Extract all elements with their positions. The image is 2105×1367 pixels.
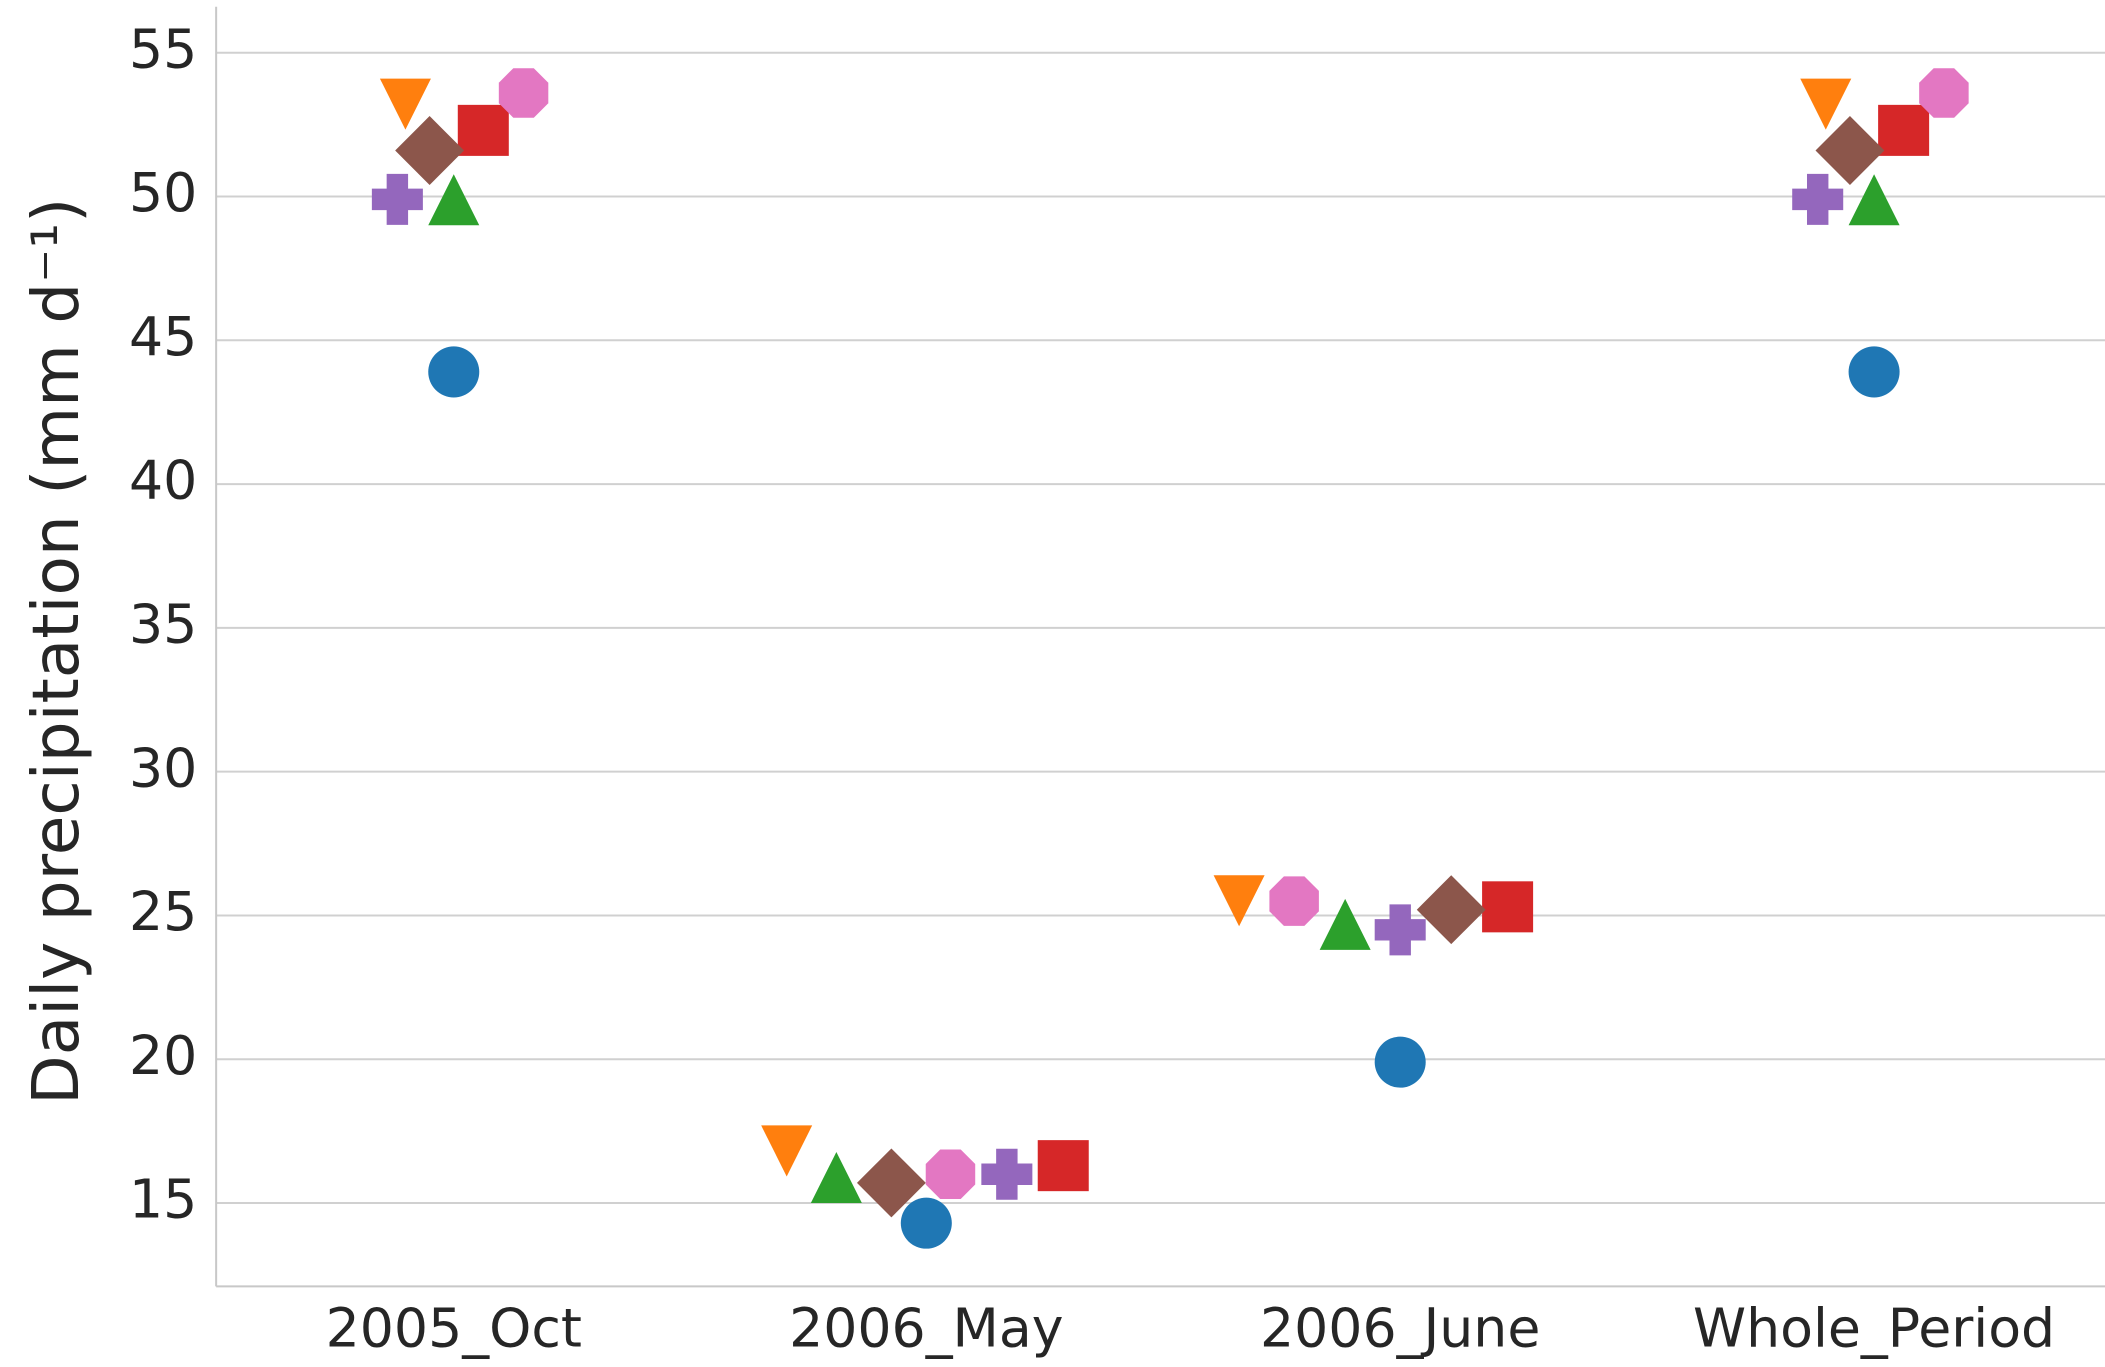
marker	[981, 1148, 1033, 1200]
y-tick-label: 35	[129, 593, 197, 656]
marker	[761, 1125, 813, 1177]
marker	[1800, 78, 1852, 130]
x-tick-label: Whole_Period	[1693, 1297, 2055, 1360]
marker	[1269, 876, 1319, 926]
marker	[810, 1151, 862, 1203]
marker	[1815, 116, 1885, 185]
y-tick-label: 30	[129, 736, 197, 799]
marker	[1213, 875, 1265, 927]
y-tick-label: 25	[129, 880, 197, 943]
x-tick-label: 2006_June	[1260, 1297, 1540, 1360]
marker	[1037, 1140, 1089, 1192]
marker	[498, 68, 549, 118]
marker	[428, 174, 480, 226]
marker	[428, 346, 480, 398]
marker	[1919, 68, 1969, 118]
y-tick-label: 20	[129, 1024, 197, 1087]
marker	[371, 173, 423, 225]
marker	[1482, 881, 1534, 933]
marker	[1374, 1036, 1426, 1088]
marker	[925, 1149, 976, 1200]
marker	[900, 1197, 952, 1249]
y-tick-label: 40	[129, 449, 197, 512]
y-tick-label: 50	[129, 161, 197, 224]
marker	[1878, 104, 1930, 156]
marker	[457, 104, 509, 156]
marker	[1848, 346, 1900, 398]
marker	[1792, 173, 1844, 225]
x-tick-label: 2005_Oct	[326, 1297, 582, 1360]
marker	[1319, 898, 1371, 950]
marker	[1848, 174, 1900, 226]
y-tick-label: 45	[129, 305, 197, 368]
marker	[379, 78, 431, 130]
y-tick-label: 55	[129, 17, 197, 80]
y-axis-label: Daily precipitation (mm d⁻¹)	[19, 198, 94, 1105]
y-tick-label: 15	[129, 1168, 197, 1231]
x-tick-label: 2006_May	[789, 1297, 1063, 1360]
marker	[1416, 875, 1486, 945]
marker	[1374, 904, 1426, 956]
